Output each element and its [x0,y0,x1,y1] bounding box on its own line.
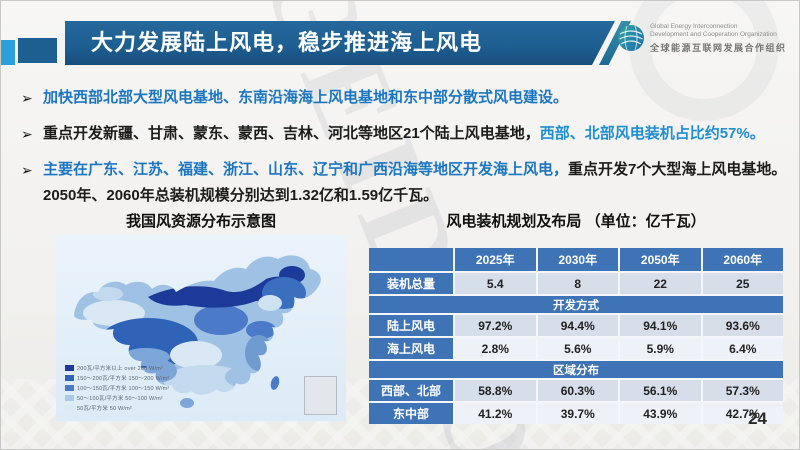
legend-label: 50～100瓦/平方米 50～100 W/m² [77,395,163,402]
table-section-header: 区域分布 [369,361,783,378]
bullet-3-text-blue: 主要在广东、江苏、福建、浙江、山东、辽宁和广西沿海等地区开发海上风电， [43,161,569,178]
china-wind-map-graphic [74,255,321,408]
table-column-header: 2025年 [455,248,536,271]
bullet-3-text-black: 重点开发7个大型海上风电基地。 [568,161,787,178]
legend-swatch [65,404,74,411]
globe-icon [618,25,644,51]
table-column-header: 2030年 [537,248,618,271]
table-column-header: 2050年 [620,248,701,271]
legend-item: 200瓦/平方米以上 over 200 W/m² [65,363,169,372]
table-column-header [369,248,453,271]
table-cell: 8 [537,273,618,294]
table-cell: 42.7% [702,403,783,424]
legend-swatch [65,374,74,381]
table-cell: 94.1% [620,315,701,336]
logo-name-cn: 全球能源互联网发展合作组织 [650,43,787,53]
legend-item: 100～150瓦/平方米 100～150 W/m² [65,383,169,392]
table-cell: 39.7% [537,403,618,424]
map-title: 我国风资源分布示意图 [125,213,276,230]
legend-label: 150～200瓦/平方米 150～200 W/m² [77,375,170,382]
table-cell: 43.9% [620,403,701,424]
legend-label: 100～150瓦/平方米 100～150 W/m² [77,385,170,392]
header-accent-light [1,40,15,65]
table-cell: 94.4% [537,315,618,336]
table-cell: 58.8% [455,380,536,401]
table-cell: 41.2% [455,403,536,424]
map-legend: 200瓦/平方米以上 over 200 W/m² 150～200瓦/平方米 150… [65,363,169,413]
arrow-bullet-icon: ➢ [21,90,33,106]
wind-table: 2025年 2030年 2050年 2060年装机总量 5.4 8 22 25 开发方式陆上风电… [369,248,783,424]
table-row-label: 海上风电 [369,338,453,359]
bullet-2-highlight: 西部、北部风电装机占比约57%。 [539,125,765,142]
table-cell: 93.6% [702,315,783,336]
header-accent-dark [18,38,57,63]
arrow-bullet-icon: ➢ [21,126,33,142]
table-cell: 5.9% [620,338,701,359]
legend-item: 50瓦/平方米 50 W/m² [65,403,169,412]
table-cell: 5.4 [455,273,536,294]
page-title: 大力发展陆上风电，稳步推进海上风电 [91,30,483,55]
wind-resource-map: 200瓦/平方米以上 over 200 W/m² 150～200瓦/平方米 150… [56,235,346,421]
legend-item: 50～100瓦/平方米 50～100 W/m² [65,393,169,402]
table-section-header: 开发方式 [369,296,783,313]
south-china-sea-inset [304,376,337,415]
table-cell: 6.4% [702,338,783,359]
title-bar: 大力发展陆上风电，稳步推进海上风电 [65,21,615,65]
bullet-item-1: ➢ 加快西部北部大型风电基地、东南沿海海上风电基地和东中部分散式风电建设。 [21,85,787,111]
bullet-item-3: ➢ 主要在广东、江苏、福建、浙江、山东、辽宁和广西沿海等地区开发海上风电，重点开… [21,157,787,209]
table-cell: 97.2% [455,315,536,336]
table-cell: 60.3% [537,380,618,401]
bullet-list: ➢ 加快西部北部大型风电基地、东南沿海海上风电基地和东中部分散式风电建设。 ➢ … [21,85,787,219]
legend-label: 200瓦/平方米以上 over 200 W/m² [77,365,164,372]
table-row-label: 陆上风电 [369,315,453,336]
page-number: 24 [748,409,767,428]
table-cell: 56.1% [620,380,701,401]
legend-swatch [65,384,74,391]
table-cell: 2.8% [455,338,536,359]
table-cell: 5.6% [537,338,618,359]
legend-swatch [65,364,74,371]
logo-name-en-line1: Global Energy Interconnection [650,23,738,30]
table-row-label: 西部、北部 [369,380,453,401]
table-column-header: 2060年 [702,248,783,271]
bullet-item-2: ➢ 重点开发新疆、甘肃、蒙东、蒙西、吉林、河北等地区21个陆上风电基地，西部、北… [21,121,787,147]
legend-label: 50瓦/平方米 50 W/m² [77,405,132,412]
table-row-label: 装机总量 [369,273,453,294]
organization-logo: Global Energy Interconnection Developmen… [617,23,797,57]
legend-item: 150～200瓦/平方米 150～200 W/m² [65,373,169,382]
logo-name-en-line2: Development and Cooperation Organization [650,31,777,38]
table-row-label: 东中部 [369,403,453,424]
table-cell: 57.3% [702,380,783,401]
table-cell: 22 [620,273,701,294]
legend-swatch [65,394,74,401]
bullet-3-line2: 2050年、2060年总装机规模分别达到1.32亿和1.59亿千瓦。 [43,187,439,204]
bullet-2-text: 重点开发新疆、甘肃、蒙东、蒙西、吉林、河北等地区21个陆上风电基地， [43,125,540,142]
table-cell: 25 [702,273,783,294]
arrow-bullet-icon: ➢ [21,162,33,178]
bullet-1-text: 加快西部北部大型风电基地、东南沿海海上风电基地和东中部分散式风电建设。 [43,89,569,106]
table-title: 风电装机规划及布局 （单位：亿千瓦） [446,213,706,230]
